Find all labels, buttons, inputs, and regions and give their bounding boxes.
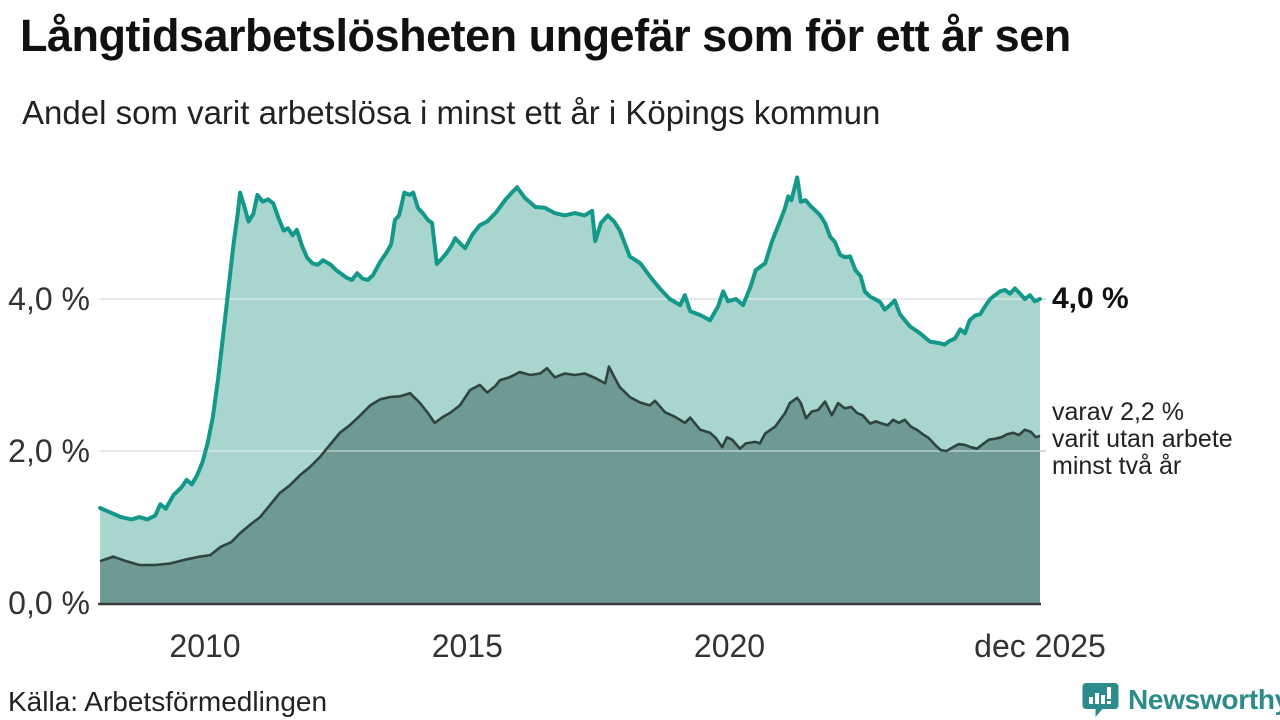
series-two-year-end-annotation: varav 2,2 % varit utan arbete minst två … [1052,397,1233,480]
y-axis-label-4: 4,0 % [8,281,90,317]
page-title: Långtidsarbetslösheten ungefär som för e… [20,10,1071,61]
bar-3 [1101,695,1105,704]
bubble-shape [1082,683,1119,717]
y-axis-label-0: 0,0 % [8,585,90,621]
y-axis-label-2: 2,0 % [8,433,90,469]
series-two-year-line [99,365,1041,567]
x-axis-label-2015: 2015 [431,628,503,664]
series-one-year-line [98,175,1042,522]
x-axis-label-2020: 2020 [693,628,766,664]
exclamation-stem [1107,687,1111,699]
newsworthy-logo[interactable]: Newsworthy [1082,682,1280,718]
annotation-line-1: varav 2,2 % [1052,397,1185,426]
x-axis-label-dec-2025: dec 2025 [974,628,1106,664]
x-axis-label-2010: 2010 [169,628,241,664]
annotation-line-3: minst två år [1052,451,1182,480]
annotation-line-2: varit utan arbete [1052,424,1233,453]
chart-subtitle: Andel som varit arbetslösa i minst ett å… [22,94,881,131]
newsworthy-wordmark: Newsworthy [1128,684,1280,715]
bar-1 [1089,697,1093,704]
series-two-year-area [100,366,1041,603]
source-credit: Källa: Arbetsförmedlingen [8,686,328,717]
bar-2 [1095,693,1099,704]
series-one-year-end-value: 4,0 % [1052,282,1129,315]
exclamation-dot [1107,701,1111,704]
newsworthy-speech-bubble-icon [1082,683,1119,717]
